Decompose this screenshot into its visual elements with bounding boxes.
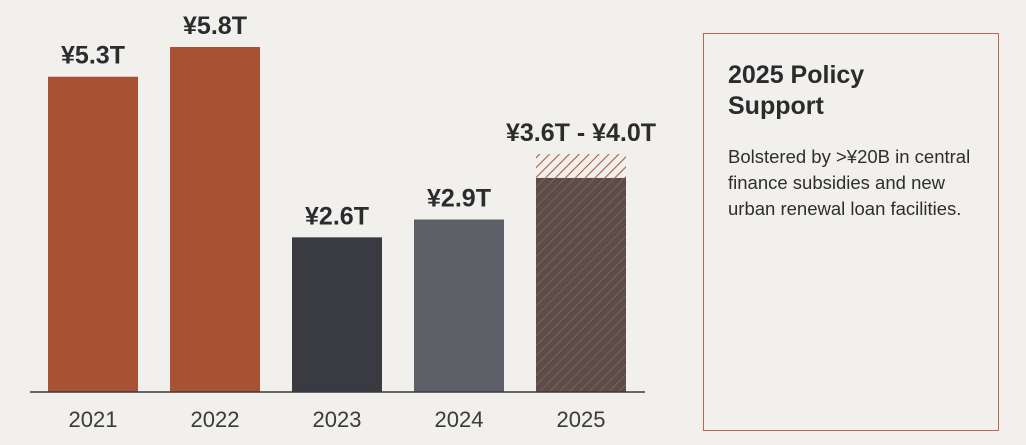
bar-2025-range bbox=[536, 154, 626, 178]
x-tick-2022: 2022 bbox=[191, 407, 240, 432]
x-tick-2024: 2024 bbox=[435, 407, 484, 432]
x-tick-2023: 2023 bbox=[313, 407, 362, 432]
bar-2024 bbox=[414, 219, 504, 392]
policy-support-panel: 2025 Policy Support Bolstered by >¥20B i… bbox=[703, 33, 999, 431]
data-label-2021: ¥5.3T bbox=[61, 42, 125, 70]
bar-2022 bbox=[170, 47, 260, 392]
bar-2021 bbox=[48, 76, 138, 392]
panel-body: Bolstered by >¥20B in central finance su… bbox=[728, 146, 971, 219]
data-label-2025: ¥3.6T - ¥4.0T bbox=[506, 119, 656, 147]
data-label-2023: ¥2.6T bbox=[305, 202, 369, 230]
data-label-2022: ¥5.8T bbox=[183, 12, 247, 40]
data-label-2024: ¥2.9T bbox=[427, 185, 491, 213]
bar-2025 bbox=[536, 177, 626, 392]
x-tick-2025: 2025 bbox=[557, 407, 606, 432]
bar-2023 bbox=[292, 237, 382, 392]
panel-title: 2025 Policy Support bbox=[728, 61, 865, 120]
x-tick-2021: 2021 bbox=[69, 407, 118, 432]
bar-chart: ¥5.3T ¥5.8T ¥2.6T ¥2.9T ¥3.6T - ¥4.0T 2021 20… bbox=[30, 12, 656, 432]
